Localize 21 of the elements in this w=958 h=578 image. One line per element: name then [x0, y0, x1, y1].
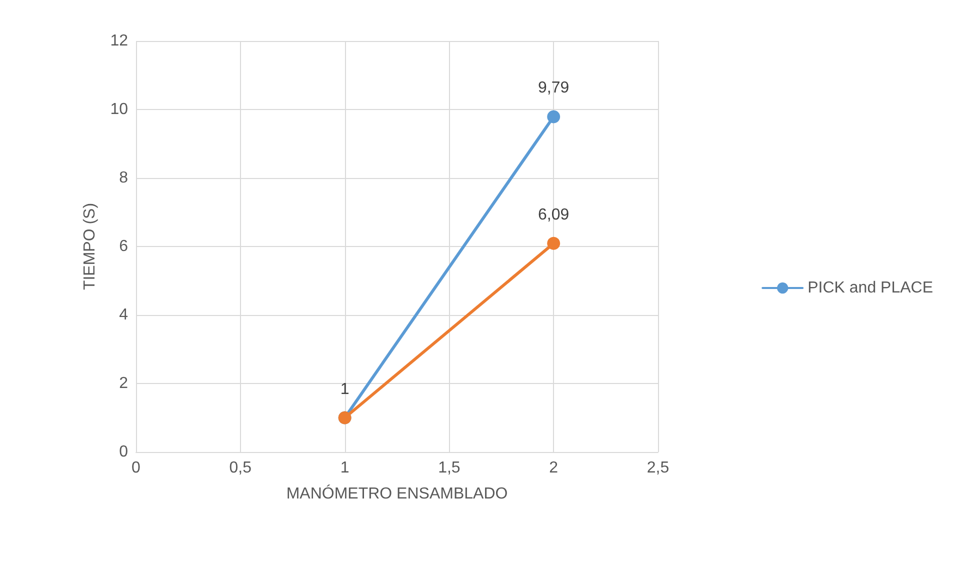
x-tick-label: 1,5	[438, 460, 460, 476]
point	[547, 110, 560, 124]
data-label: 1	[340, 380, 350, 398]
data-label: 9,79	[538, 80, 570, 97]
y-tick-label: 8	[119, 170, 128, 186]
x-tick-label: 0,5	[229, 460, 252, 476]
x-tick-label: 0	[132, 460, 141, 476]
legend-label: PICK and PLACE	[808, 280, 934, 296]
y-tick-label: 12	[110, 32, 128, 50]
x-tick-label: 1	[340, 460, 350, 476]
x-tick-label: 2	[549, 460, 558, 476]
point	[547, 236, 560, 250]
data-label: 6,09	[538, 206, 570, 224]
x-tick-label: 2,5	[646, 460, 670, 476]
y-tick-label: 2	[119, 375, 128, 392]
x-axis-title: MANÓMETRO ENSAMBLADO	[286, 484, 508, 502]
y-tick-label: 0	[119, 444, 128, 460]
y-axis-title: TIEMPO (S)	[82, 202, 98, 290]
y-tick-label: 6	[119, 238, 128, 255]
y-tick-label: 10	[110, 101, 128, 118]
y-tick-label: 4	[119, 306, 128, 324]
